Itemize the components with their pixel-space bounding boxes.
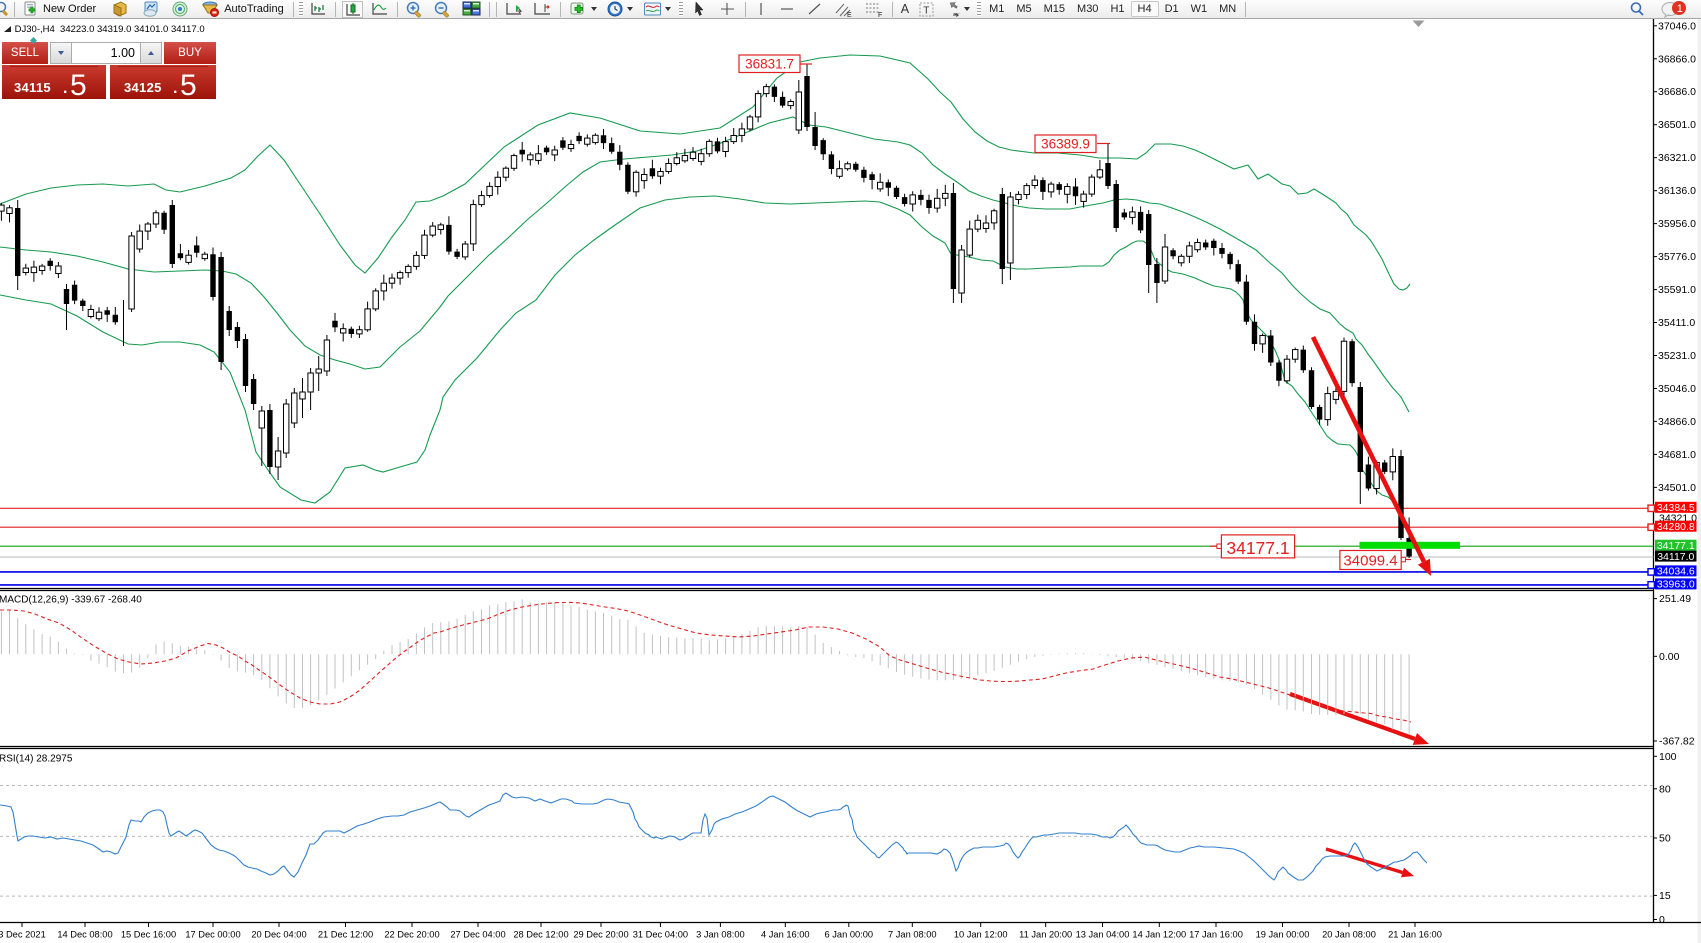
svg-text:17 Dec 00:00: 17 Dec 00:00 xyxy=(185,930,240,940)
svg-text:35231.0: 35231.0 xyxy=(1658,350,1696,362)
svg-text:34384.5: 34384.5 xyxy=(1657,502,1695,514)
svg-text:35956.0: 35956.0 xyxy=(1658,218,1696,230)
svg-text:35046.0: 35046.0 xyxy=(1658,383,1696,395)
svg-text:36389.9: 36389.9 xyxy=(1041,137,1090,152)
svg-text:4 Jan 16:00: 4 Jan 16:00 xyxy=(761,930,810,940)
svg-text:27 Dec 04:00: 27 Dec 04:00 xyxy=(450,930,505,940)
svg-text:7 Jan 08:00: 7 Jan 08:00 xyxy=(888,930,937,940)
svg-text:35411.0: 35411.0 xyxy=(1658,317,1695,329)
svg-text:-367.82: -367.82 xyxy=(1659,736,1695,748)
svg-text:10 Jan 12:00: 10 Jan 12:00 xyxy=(954,930,1008,940)
svg-text:20 Dec 04:00: 20 Dec 04:00 xyxy=(251,930,306,940)
svg-text:37046.0: 37046.0 xyxy=(1658,20,1696,32)
svg-text:15: 15 xyxy=(1659,890,1671,902)
svg-text:15 Dec 16:00: 15 Dec 16:00 xyxy=(121,930,176,940)
svg-text:100: 100 xyxy=(1659,751,1677,763)
svg-text:19 Jan 00:00: 19 Jan 00:00 xyxy=(1256,930,1310,940)
svg-text:50: 50 xyxy=(1659,833,1671,845)
svg-text:14 Jan 12:00: 14 Jan 12:00 xyxy=(1132,930,1186,940)
svg-text:34501.0: 34501.0 xyxy=(1658,482,1696,494)
svg-text:34099.4: 34099.4 xyxy=(1343,553,1397,570)
svg-text:36321.0: 36321.0 xyxy=(1658,152,1696,164)
svg-text:14 Dec 08:00: 14 Dec 08:00 xyxy=(57,930,112,940)
svg-text:251.49: 251.49 xyxy=(1659,593,1691,605)
svg-text:T: T xyxy=(923,5,929,16)
svg-text:34117.0: 34117.0 xyxy=(1657,551,1694,563)
svg-text:34280.8: 34280.8 xyxy=(1657,521,1695,533)
svg-text:33963.0: 33963.0 xyxy=(1657,579,1695,591)
svg-text:29 Dec 20:00: 29 Dec 20:00 xyxy=(573,930,628,940)
svg-text:36136.0: 36136.0 xyxy=(1658,185,1696,197)
svg-text:RSI(14) 28.2975: RSI(14) 28.2975 xyxy=(0,754,73,765)
svg-text:34177.1: 34177.1 xyxy=(1657,540,1695,552)
svg-text:0.00: 0.00 xyxy=(1659,651,1680,663)
svg-text:MACD(12,26,9) -339.67 -268.40: MACD(12,26,9) -339.67 -268.40 xyxy=(0,595,142,606)
svg-text:35591.0: 35591.0 xyxy=(1658,284,1696,296)
svg-text:34177.1: 34177.1 xyxy=(1226,538,1289,558)
svg-text:13 Jan 04:00: 13 Jan 04:00 xyxy=(1076,930,1130,940)
svg-text:6 Jan 00:00: 6 Jan 00:00 xyxy=(825,930,874,940)
svg-text:31 Dec 04:00: 31 Dec 04:00 xyxy=(633,930,688,940)
svg-text:11 Jan 20:00: 11 Jan 20:00 xyxy=(1019,930,1072,940)
svg-text:36686.0: 36686.0 xyxy=(1658,86,1696,98)
svg-text:80: 80 xyxy=(1659,783,1671,795)
svg-text:34681.0: 34681.0 xyxy=(1658,449,1696,461)
svg-text:22 Dec 20:00: 22 Dec 20:00 xyxy=(384,930,439,940)
svg-text:35776.0: 35776.0 xyxy=(1658,251,1696,263)
svg-text:28 Dec 12:00: 28 Dec 12:00 xyxy=(513,930,568,940)
svg-text:34034.6: 34034.6 xyxy=(1657,566,1695,578)
svg-text:36501.0: 36501.0 xyxy=(1658,119,1696,131)
svg-text:E: E xyxy=(847,12,852,18)
svg-text:21 Jan 16:00: 21 Jan 16:00 xyxy=(1388,930,1442,940)
svg-text:F: F xyxy=(878,12,882,18)
svg-text:21 Dec 12:00: 21 Dec 12:00 xyxy=(318,930,373,940)
svg-text:3 Dec 2021: 3 Dec 2021 xyxy=(0,930,46,940)
svg-text:17 Jan 16:00: 17 Jan 16:00 xyxy=(1189,930,1243,940)
svg-text:3 Jan 08:00: 3 Jan 08:00 xyxy=(696,930,745,940)
svg-text:34866.0: 34866.0 xyxy=(1658,416,1696,428)
svg-text:1: 1 xyxy=(1677,2,1683,14)
svg-text:0: 0 xyxy=(1659,914,1665,926)
svg-text:20 Jan 08:00: 20 Jan 08:00 xyxy=(1322,930,1376,940)
svg-text:36866.0: 36866.0 xyxy=(1658,53,1696,65)
svg-text:36831.7: 36831.7 xyxy=(745,57,794,72)
